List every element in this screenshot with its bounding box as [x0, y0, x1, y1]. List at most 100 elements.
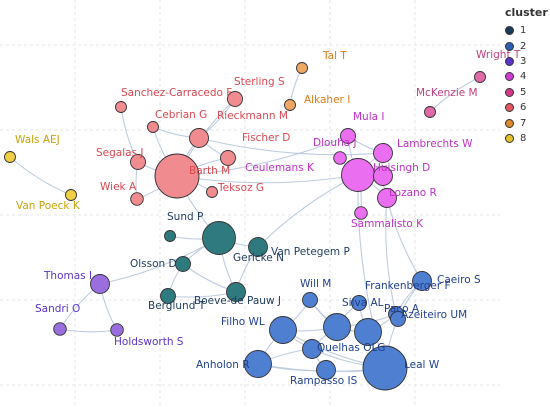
- node-gericke[interactable]: [202, 221, 236, 255]
- node-label-anholon: Anholon R: [196, 359, 250, 371]
- legend-item-5: 5: [505, 85, 550, 100]
- node-huisingh[interactable]: [373, 166, 393, 186]
- edge-sandri-holdsworth: [59, 328, 118, 333]
- legend-item-8: 8: [505, 131, 550, 146]
- node-wals[interactable]: [4, 151, 16, 163]
- node-label-teksoz: Teksoz G: [217, 182, 264, 194]
- legend-label: 4: [520, 71, 527, 83]
- legend-label: 3: [520, 55, 527, 67]
- node-rampasso[interactable]: [316, 360, 336, 380]
- legend-items: 1 2 3 4 5 6 7 8: [505, 23, 550, 146]
- edge-lozano-paco: [385, 197, 397, 315]
- node-label-lealw: Leal W: [404, 359, 440, 371]
- node-sanchez[interactable]: [115, 101, 127, 113]
- node-frankenberger[interactable]: [351, 295, 367, 311]
- node-n2b[interactable]: [354, 318, 382, 346]
- node-tal[interactable]: [296, 62, 308, 74]
- node-label-frankenberger: Frankenberger F: [365, 280, 451, 292]
- node-label-sanchez: Sanchez-Carracedo F: [121, 87, 232, 99]
- node-sammalisto[interactable]: [354, 206, 368, 220]
- edge-lozano-caeiro: [386, 197, 423, 282]
- node-anholon[interactable]: [244, 350, 272, 378]
- node-label-dlouha: Dlouha J: [313, 137, 357, 149]
- node-azeiteiro[interactable]: [390, 311, 406, 327]
- node-label-vanpetegem: Van Petegem P: [271, 246, 350, 258]
- node-alkaher[interactable]: [284, 99, 296, 111]
- node-label-rampasso: Rampasso IS: [290, 375, 358, 387]
- node-label-wals: Wals AEJ: [15, 134, 60, 146]
- edge-wals-vanpoeck: [9, 156, 72, 196]
- node-label-holdsworth: Holdsworth S: [114, 336, 184, 348]
- node-sterling[interactable]: [227, 91, 243, 107]
- node-label-boeve: Boeve-de Pauw J: [194, 295, 281, 307]
- node-ceulemans[interactable]: [341, 158, 375, 192]
- node-barth[interactable]: [154, 153, 200, 199]
- node-wright[interactable]: [474, 71, 486, 83]
- node-label-berglund: Berglund T: [148, 300, 206, 312]
- node-label-sammalisto: Sammalisto K: [351, 218, 424, 230]
- node-label-will: Will M: [300, 278, 331, 290]
- node-olsson[interactable]: [175, 256, 191, 272]
- node-will[interactable]: [302, 292, 318, 308]
- node-mckenzie[interactable]: [424, 106, 436, 118]
- legend-title: cluster: [505, 6, 548, 19]
- legend-swatch: [505, 72, 514, 82]
- node-mula[interactable]: [340, 128, 356, 144]
- node-lozano[interactable]: [377, 188, 397, 208]
- node-label-cebrian: Cebrian G: [155, 109, 207, 121]
- node-label-quelhas: Quelhas OLG: [317, 342, 385, 354]
- node-label-caeiro: Caeiro S: [437, 274, 481, 286]
- node-thomas[interactable]: [90, 274, 110, 294]
- node-cebrian[interactable]: [147, 121, 159, 133]
- node-sund[interactable]: [164, 230, 176, 242]
- node-lealw[interactable]: [362, 345, 408, 391]
- node-label-lozano: Lozano R: [389, 187, 437, 199]
- node-caeiro[interactable]: [412, 271, 432, 291]
- legend-label: 7: [520, 117, 527, 129]
- node-quelhas[interactable]: [302, 339, 322, 359]
- node-n2a[interactable]: [323, 313, 351, 341]
- node-label-olsson: Olsson D: [130, 258, 177, 270]
- node-dlouha[interactable]: [333, 151, 347, 165]
- node-label-sandri: Sandri O: [35, 303, 80, 315]
- node-label-fischer: Fischer D: [242, 132, 290, 144]
- legend-swatch: [505, 26, 514, 36]
- background-grid: [0, 0, 500, 407]
- legend-item-2: 2: [505, 38, 550, 53]
- node-holdsworth[interactable]: [110, 323, 124, 337]
- legend-item-6: 6: [505, 100, 550, 115]
- legend-item-1: 1: [505, 23, 550, 38]
- legend-swatch: [505, 56, 514, 66]
- node-boeve[interactable]: [226, 282, 246, 302]
- legend-item-7: 7: [505, 115, 550, 130]
- edge-ceulemans-lealw: [357, 174, 386, 369]
- edge-rieckmann-lambrechts: [198, 137, 384, 156]
- node-rieckmann[interactable]: [189, 128, 209, 148]
- node-label-sund: Sund P: [167, 211, 203, 223]
- node-vanpoeck[interactable]: [65, 189, 77, 201]
- node-fischer[interactable]: [220, 150, 236, 166]
- node-filho[interactable]: [269, 316, 297, 344]
- node-lambrechts[interactable]: [373, 143, 393, 163]
- legend-swatch: [505, 87, 514, 97]
- node-label-paco: Paco A: [384, 303, 420, 315]
- node-sandri[interactable]: [53, 322, 67, 336]
- node-teksoz[interactable]: [206, 186, 218, 198]
- node-vanpetegem[interactable]: [248, 237, 268, 257]
- node-label-silva: Silva AL: [342, 297, 384, 309]
- node-label-vanpoeck: Van Poeck K: [16, 200, 81, 212]
- node-label-azeiteiro: Azeiteiro UM: [401, 309, 467, 321]
- node-berglund[interactable]: [160, 288, 176, 304]
- legend-item-3: 3: [505, 54, 550, 69]
- legend-swatch: [505, 133, 514, 143]
- node-label-segalas: Segalas J: [96, 147, 143, 159]
- node-label-mula: Mula I: [353, 111, 385, 123]
- node-wiek[interactable]: [130, 192, 144, 206]
- node-label-gericke: Gericke N: [233, 252, 284, 264]
- legend-label: 2: [520, 40, 527, 52]
- legend-swatch: [505, 41, 514, 51]
- legend-label: 1: [520, 25, 527, 37]
- legend-label: 5: [520, 86, 527, 98]
- node-segalas[interactable]: [130, 154, 146, 170]
